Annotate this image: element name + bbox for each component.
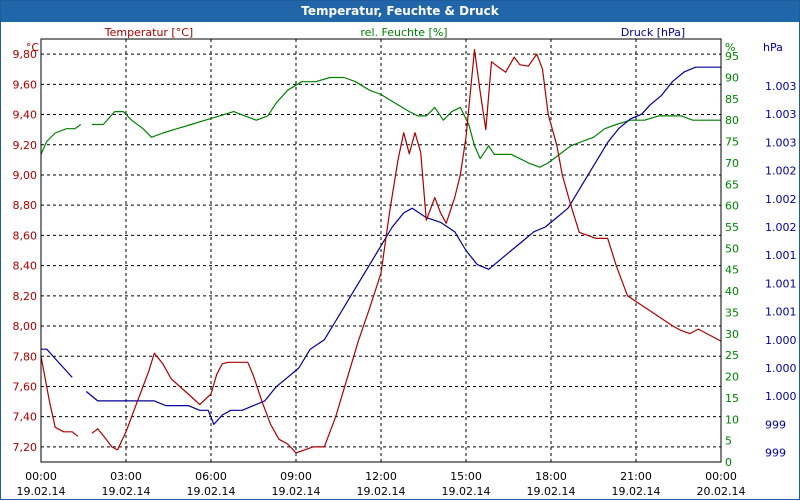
x-tick-date-label: 19.02.14 [17, 485, 66, 498]
humidity-tick-label: 40 [725, 285, 739, 298]
humidity-series-label: rel. Feuchte [%] [360, 26, 447, 39]
plot-frame [40, 38, 722, 463]
x-tick-date-label: 19.02.14 [527, 485, 576, 498]
temperature-tick-label: 7,40 [13, 411, 38, 424]
pressure-unit-label: hPa [763, 41, 783, 54]
humidity-tick-label: 50 [725, 242, 739, 255]
x-tick-time-label: 12:00 [365, 470, 397, 483]
x-tick-time-label: 03:00 [110, 470, 142, 483]
pressure-tick-label: 1.002 [765, 193, 797, 206]
tick-labels: 7,20 7,40 7,60 7,80 8,00 8,20 8,40 8,60 8,80 9,00… [13, 48, 797, 498]
pressure-tick-label: 999 [765, 447, 786, 460]
temperature-line [40, 356, 79, 437]
humidity-tick-label: 45 [725, 264, 739, 277]
x-tick-date-label: 19.02.14 [357, 485, 406, 498]
x-tick-time-label: 09:00 [280, 470, 312, 483]
pressure-tick-label: 1.001 [765, 277, 797, 290]
humidity-tick-label: 70 [725, 157, 739, 170]
x-tick-time-label: 00:00 [705, 470, 737, 483]
temperature-tick-label: 9,80 [13, 48, 38, 61]
x-tick-time-label: 21:00 [620, 470, 652, 483]
humidity-tick-label: 0 [725, 456, 732, 469]
temperature-tick-label: 7,20 [13, 441, 38, 454]
humidity-tick-label: 20 [725, 371, 739, 384]
temperature-line [91, 48, 722, 454]
temperature-tick-label: 9,20 [13, 139, 38, 152]
temperature-tick-label: 8,80 [13, 199, 38, 212]
x-tick-date-label: 19.02.14 [442, 485, 491, 498]
humidity-tick-label: 90 [725, 71, 739, 84]
pressure-tick-label: 1.000 [765, 334, 797, 347]
pressure-tick-label: 1.003 [765, 136, 797, 149]
temperature-tick-label: 9,00 [13, 169, 38, 182]
pressure-line [85, 66, 721, 425]
chart-title: Temperatur, Feuchte & Druck [1, 1, 799, 22]
x-tick-time-label: 15:00 [450, 470, 482, 483]
pressure-tick-label: 999 [765, 418, 786, 431]
humidity-tick-label: 30 [725, 328, 739, 341]
humidity-tick-label: 5 [725, 435, 732, 448]
temperature-unit-label: °C [26, 41, 40, 54]
pressure-tick-label: 1.003 [765, 80, 797, 93]
humidity-tick-label: 35 [725, 306, 739, 319]
humidity-tick-label: 95 [725, 50, 739, 63]
x-tick-date-label: 19.02.14 [102, 485, 151, 498]
grid [41, 39, 721, 462]
humidity-unit-label: % [725, 41, 735, 54]
x-tick-time-label: 06:00 [195, 470, 227, 483]
humidity-tick-label: 15 [725, 392, 739, 405]
pressure-tick-label: 1.003 [765, 108, 797, 121]
humidity-tick-label: 55 [725, 221, 739, 234]
x-tick-time-label: 18:00 [535, 470, 567, 483]
axes: Temperatur [°C] rel. Feuchte [%] Druck [… [26, 26, 783, 463]
temperature-tick-label: 8,20 [13, 290, 38, 303]
humidity-tick-label: 80 [725, 114, 739, 127]
temperature-tick-label: 7,60 [13, 380, 38, 393]
humidity-tick-label: 10 [725, 413, 739, 426]
pressure-tick-label: 1.002 [765, 221, 797, 234]
pressure-tick-label: 1.001 [765, 249, 797, 262]
temperature-series-label: Temperatur [°C] [104, 26, 193, 39]
temperature-tick-label: 7,80 [13, 350, 38, 363]
humidity-line [92, 76, 721, 168]
temperature-tick-label: 8,60 [13, 229, 38, 242]
series-layer [40, 48, 722, 454]
pressure-tick-label: 1.000 [765, 390, 797, 403]
pressure-tick-label: 1.000 [765, 362, 797, 375]
humidity-line [40, 124, 82, 155]
pressure-tick-label: 1.002 [765, 165, 797, 178]
x-tick-date-label: 20.02.14 [697, 485, 746, 498]
x-tick-date-label: 19.02.14 [612, 485, 661, 498]
humidity-tick-label: 25 [725, 349, 739, 362]
x-tick-date-label: 19.02.14 [187, 485, 236, 498]
x-tick-time-label: 00:00 [25, 470, 57, 483]
pressure-tick-label: 1.001 [765, 306, 797, 319]
pressure-line [41, 348, 73, 378]
temperature-tick-label: 9,60 [13, 78, 38, 91]
temperature-tick-label: 8,40 [13, 260, 38, 273]
humidity-tick-label: 60 [725, 200, 739, 213]
temperature-tick-label: 9,40 [13, 109, 38, 122]
humidity-tick-label: 65 [725, 178, 739, 191]
humidity-tick-label: 85 [725, 93, 739, 106]
pressure-series-label: Druck [hPa] [621, 26, 685, 39]
temperature-tick-label: 8,00 [13, 320, 38, 333]
humidity-tick-label: 75 [725, 136, 739, 149]
x-tick-date-label: 19.02.14 [272, 485, 321, 498]
